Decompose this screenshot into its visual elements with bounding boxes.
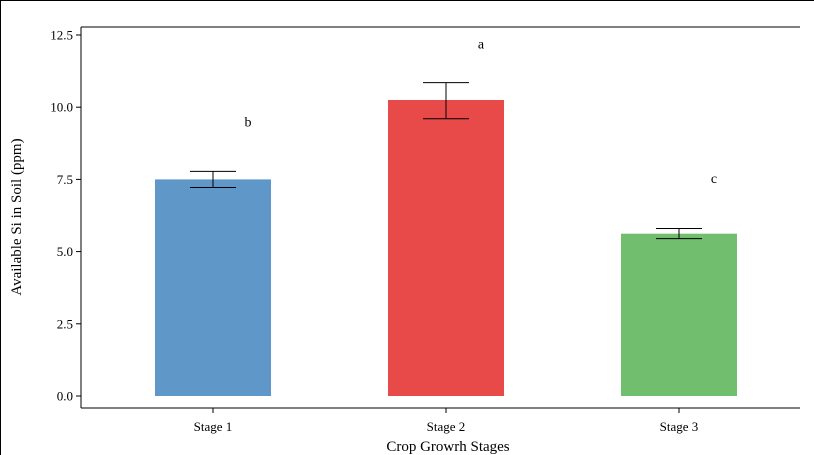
significance-letter: c	[711, 172, 717, 187]
significance-letter: b	[245, 116, 252, 131]
y-ticks-group: 0.0 2.5 5.0 7.5 10.0 12.5	[50, 28, 81, 404]
bar-stage-1	[155, 179, 271, 396]
y-tick-label: 2.5	[57, 316, 73, 331]
x-tick-label: Stage 3	[660, 419, 699, 434]
y-tick-label: 7.5	[57, 172, 73, 187]
bar-stage-2	[388, 99, 504, 396]
x-ticks-group: Stage 1 Stage 2 Stage 3	[194, 408, 699, 434]
error-bars-group	[190, 82, 702, 240]
significance-letter: a	[478, 38, 485, 53]
y-tick-label: 0.0	[57, 389, 73, 404]
significance-letters-group: b a c	[245, 38, 718, 187]
x-axis-title: Crop Growrh Stages	[386, 439, 509, 455]
y-axis-title: Available Si in Soil (ppm)	[9, 138, 25, 295]
x-tick-label: Stage 1	[194, 419, 233, 434]
bar-stage-3	[621, 233, 737, 396]
x-tick-label: Stage 2	[427, 419, 466, 434]
y-tick-label: 12.5	[50, 28, 73, 43]
y-tick-label: 5.0	[57, 244, 73, 259]
bars-group	[155, 99, 737, 396]
y-tick-label: 10.0	[50, 100, 73, 115]
